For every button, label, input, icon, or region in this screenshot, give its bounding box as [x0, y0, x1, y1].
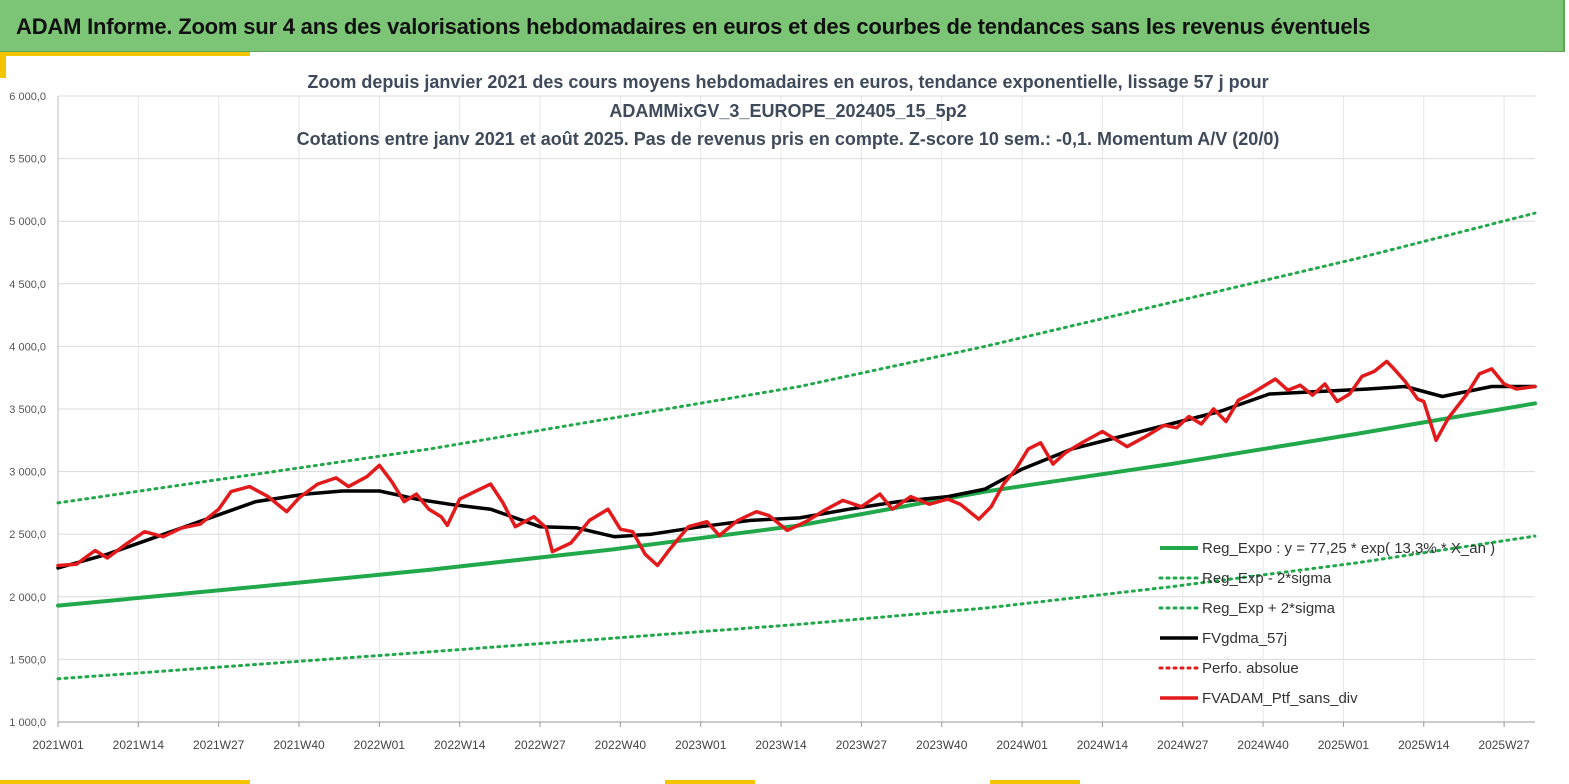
x-tick-label: 2023W40 — [916, 738, 968, 752]
x-tick-label: 2022W01 — [354, 738, 406, 752]
x-tick-label: 2023W27 — [836, 738, 888, 752]
x-tick-label: 2021W01 — [32, 738, 84, 752]
x-tick-label: 2025W01 — [1318, 738, 1370, 752]
y-tick-label: 3 500,0 — [9, 404, 46, 416]
legend-label: FVADAM_Ptf_sans_div — [1202, 690, 1358, 707]
y-tick-label: 4 500,0 — [9, 279, 46, 291]
y-tick-label: 6 000,0 — [9, 91, 46, 103]
y-tick-label: 2 000,0 — [9, 592, 46, 604]
accent-bottom — [0, 780, 250, 784]
x-axis-labels: 2021W01 2021W14 2021W27 2021W40 2022W01 2022W… — [32, 738, 1530, 752]
y-tick-label: 3 000,0 — [9, 467, 46, 479]
y-tick-label: 1 500,0 — [9, 654, 46, 666]
x-tick-label: 2022W40 — [595, 738, 647, 752]
legend-label: FVgdma_57j — [1202, 630, 1287, 647]
x-tick-label: 2025W27 — [1478, 738, 1530, 752]
y-axis-labels: 1 000,0 1 500,0 2 000,0 2 500,0 3 000,0 3 500… — [9, 91, 46, 729]
chart: 1 000,0 1 500,0 2 000,0 2 500,0 3 000,0 3 500… — [9, 72, 1537, 752]
accent-bottom-3 — [990, 780, 1080, 784]
chart-title-line: ADAMMixGV_3_EUROPE_202405_15_5p2 — [609, 101, 966, 121]
series-line — [56, 211, 1537, 505]
accent-bottom-2 — [665, 780, 755, 784]
accent-left — [0, 52, 6, 78]
x-tick-label: 2022W14 — [434, 738, 486, 752]
x-tick-label: 2023W01 — [675, 738, 727, 752]
grid — [57, 95, 1535, 727]
header-banner: ADAM Informe. Zoom sur 4 ans des valoris… — [0, 0, 1565, 52]
y-tick-label: 1 000,0 — [9, 717, 46, 729]
chart-title-line: Cotations entre janv 2021 et août 2025. … — [297, 129, 1280, 149]
legend-label: Reg_Exp - 2*sigma — [1202, 570, 1332, 587]
y-tick-label: 5 500,0 — [9, 154, 46, 166]
x-tick-label: 2023W14 — [755, 738, 807, 752]
chart-title-line: Zoom depuis janvier 2021 des cours moyen… — [307, 72, 1268, 92]
accent-bar — [0, 52, 250, 56]
x-tick-label: 2021W27 — [193, 738, 245, 752]
y-tick-label: 4 000,0 — [9, 341, 46, 353]
x-tick-label: 2024W27 — [1157, 738, 1209, 752]
x-tick-label: 2024W14 — [1077, 738, 1129, 752]
series-line — [56, 534, 1537, 681]
series-lines — [56, 211, 1537, 681]
banner-title: ADAM Informe. Zoom sur 4 ans des valoris… — [16, 14, 1371, 39]
chart-title: Zoom depuis janvier 2021 des cours moyen… — [297, 72, 1280, 149]
x-tick-label: 2022W27 — [514, 738, 566, 752]
y-tick-label: 2 500,0 — [9, 529, 46, 541]
x-tick-label: 2025W14 — [1398, 738, 1450, 752]
legend-label: Reg_Exp + 2*sigma — [1202, 600, 1336, 617]
series-line — [56, 359, 1537, 568]
series-line — [56, 384, 1537, 570]
legend-label: Perfo. absolue — [1202, 660, 1299, 677]
y-tick-label: 5 000,0 — [9, 216, 46, 228]
x-tick-label: 2024W40 — [1237, 738, 1289, 752]
legend-label: Reg_Expo : y = 77,25 * exp( 13,3% * X_an… — [1202, 540, 1495, 557]
x-tick-label: 2021W40 — [273, 738, 325, 752]
x-tick-label: 2021W14 — [113, 738, 165, 752]
legend: Reg_Expo : y = 77,25 * exp( 13,3% * X_an… — [1158, 540, 1495, 707]
x-tick-label: 2024W01 — [996, 738, 1048, 752]
